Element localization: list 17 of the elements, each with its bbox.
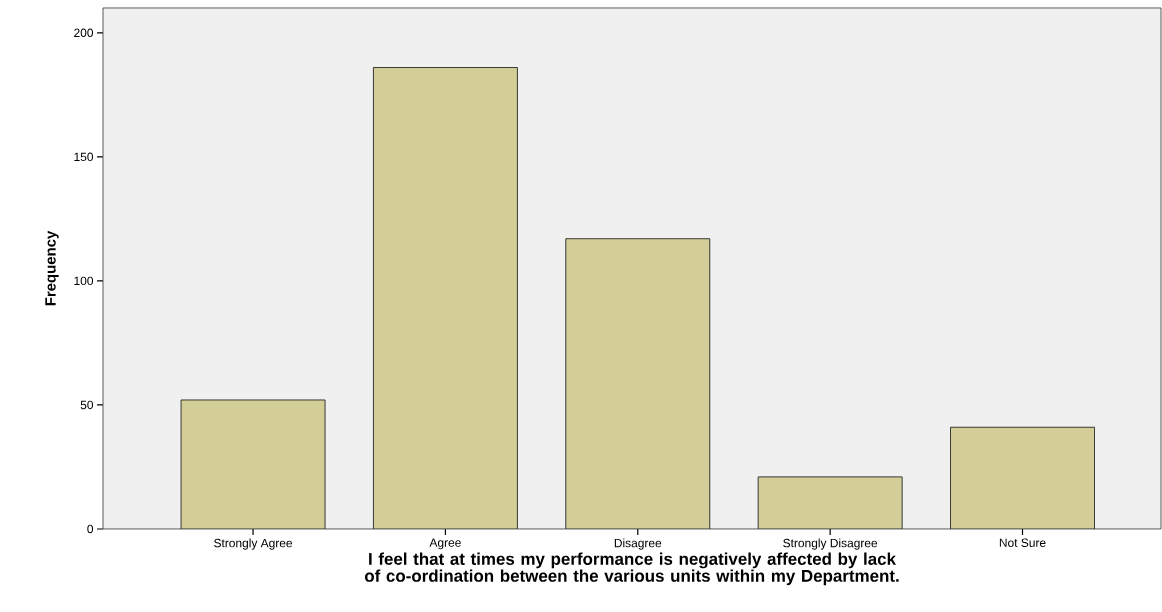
x-tick-label: Disagree <box>614 538 662 550</box>
y-tick-label: 100 <box>74 276 94 286</box>
bar <box>757 476 903 529</box>
x-tick-label: Strongly Agree <box>214 538 293 550</box>
x-tick-label: Strongly Disagree <box>783 538 878 550</box>
bar <box>950 426 1095 529</box>
bar <box>565 238 710 529</box>
bar <box>372 67 518 529</box>
bar <box>180 399 326 529</box>
x-tick-label: Not Sure <box>999 538 1046 547</box>
x-tick-label: Agree <box>429 538 461 550</box>
y-tick-label: 200 <box>74 28 94 38</box>
y-tick-label: 0 <box>87 524 94 534</box>
y-axis-title: Frequency <box>45 230 59 306</box>
y-tick-label: 150 <box>74 152 94 162</box>
x-axis-title: I feel that at times my performance is negatively affected by lack of co-ordination between the various units within my Department. <box>364 552 899 586</box>
y-tick-label: 50 <box>80 400 94 410</box>
